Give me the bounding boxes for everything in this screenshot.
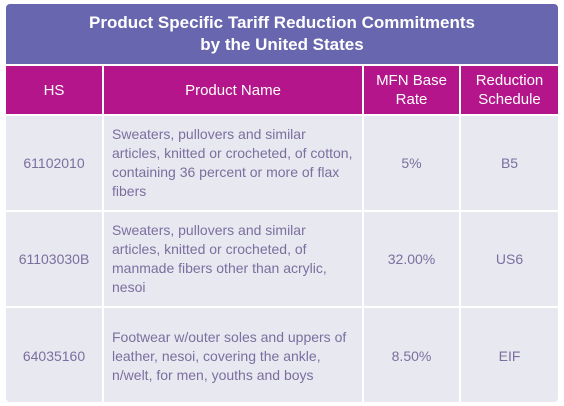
cell-mfn-base-rate: 32.00% (363, 210, 461, 307)
cell-reduction-schedule: B5 (460, 114, 558, 211)
cell-product-name: Footwear w/outer soles and uppers of lea… (103, 306, 364, 402)
cell-hs: 64035160 (6, 306, 104, 402)
table-title-line-1: Product Specific Tariff Reduction Commit… (88, 13, 475, 32)
cell-hs: 61103030B (6, 210, 104, 307)
tariff-table: HS Product Name MFN Base Rate Reduction … (6, 66, 558, 402)
table-title: Product Specific Tariff Reduction Commit… (6, 4, 558, 64)
tariff-table-card: Product Specific Tariff Reduction Commit… (6, 4, 558, 402)
header-row: HS Product Name MFN Base Rate Reduction … (6, 66, 558, 115)
cell-mfn-base-rate: 8.50% (363, 306, 461, 402)
header-product-name: Product Name (103, 66, 364, 115)
table-title-line-2: by the United States (200, 35, 364, 54)
table-row: 61102010 Sweaters, pullovers and similar… (6, 114, 558, 211)
cell-reduction-schedule: EIF (460, 306, 558, 402)
table-row: 61103030B Sweaters, pullovers and simila… (6, 210, 558, 307)
header-mfn-base-rate: MFN Base Rate (363, 66, 461, 115)
cell-product-name: Sweaters, pullovers and similar articles… (103, 210, 364, 307)
cell-mfn-base-rate: 5% (363, 114, 461, 211)
table-row: 64035160 Footwear w/outer soles and uppe… (6, 306, 558, 402)
cell-reduction-schedule: US6 (460, 210, 558, 307)
cell-hs: 61102010 (6, 114, 104, 211)
header-hs: HS (6, 66, 104, 115)
cell-product-name: Sweaters, pullovers and similar articles… (103, 114, 364, 211)
header-reduction-schedule: Reduction Schedule (460, 66, 558, 115)
